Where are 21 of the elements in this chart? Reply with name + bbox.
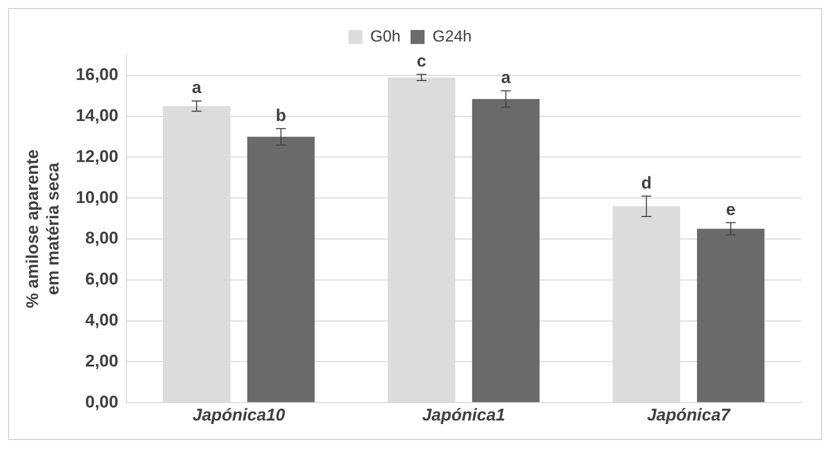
y-tick-label: 6,00 <box>85 270 118 289</box>
y-tick-label: 10,00 <box>76 188 118 207</box>
annotation: a <box>501 68 512 87</box>
annotation: d <box>641 173 652 192</box>
y-axis-title: % amilose aparente em matéria seca <box>22 149 62 308</box>
x-tick-label: Japónica7 <box>646 405 732 424</box>
y-tick-label: 2,00 <box>85 351 118 370</box>
x-tick-label: Japónica1 <box>422 405 506 424</box>
annotation: e <box>726 200 736 219</box>
y-tick-label: 16,00 <box>76 65 118 84</box>
legend-label: G24h <box>432 28 472 46</box>
y-tick-label: 4,00 <box>85 310 118 330</box>
y-tick-label: 14,00 <box>76 106 118 126</box>
y-tick-label: 8,00 <box>85 228 118 248</box>
x-tick-label: Japónica10 <box>192 405 286 424</box>
y-tick-label: 12,00 <box>76 146 118 166</box>
legend-label: G0h <box>370 28 401 46</box>
annotation: a <box>192 78 202 98</box>
y-tick-label: 0,00 <box>85 392 118 412</box>
annotation: c <box>416 52 426 71</box>
annotation: b <box>276 106 286 125</box>
